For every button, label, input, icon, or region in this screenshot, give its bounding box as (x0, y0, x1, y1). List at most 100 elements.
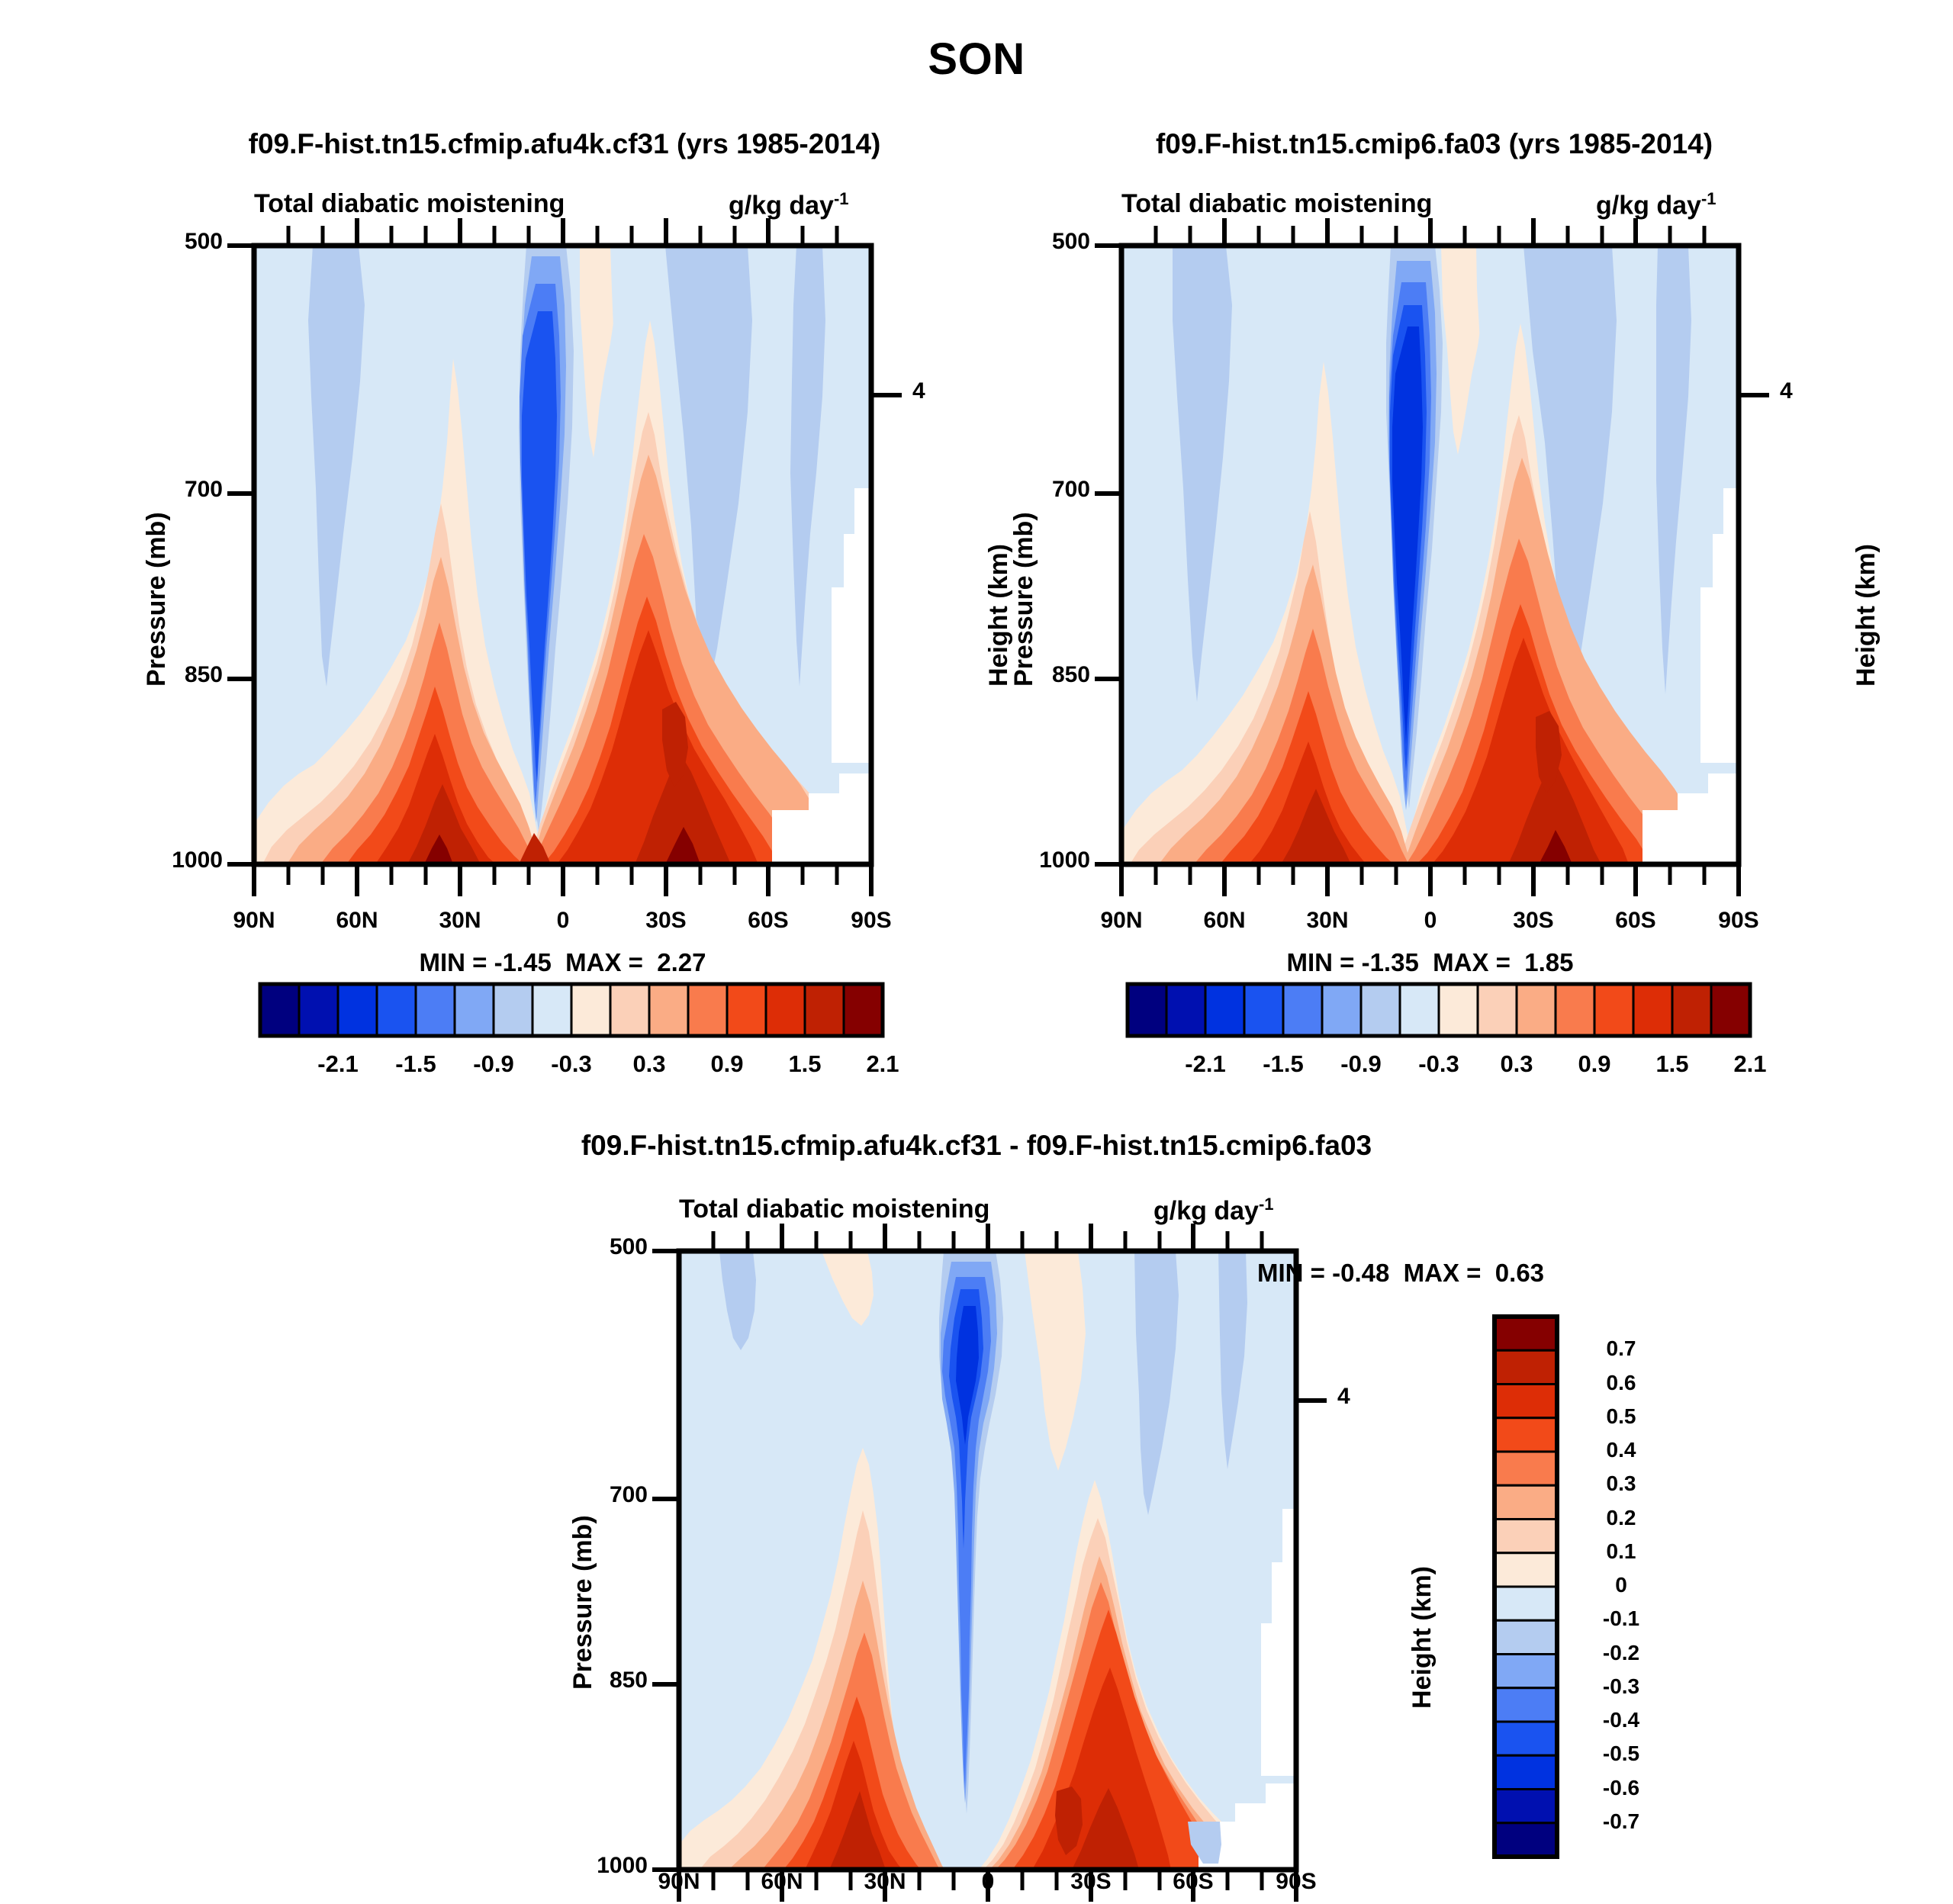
colorbar-tick-label: 0.4 (1606, 1438, 1636, 1462)
min-value-top-right: -1.35 (1361, 948, 1419, 976)
panel-title-bottom: f09.F-hist.tn15.cfmip.afu4k.cf31 - f09.F… (581, 1130, 1372, 1161)
x-tick-label-30n-top-right: 30N (1306, 908, 1349, 933)
y-tick-label-500-top-right: 500 (1051, 229, 1090, 254)
x-tick-label-30s-bottom: 30S (1070, 1869, 1112, 1894)
colorbar-cell (1493, 1552, 1559, 1588)
x-tick-label-90n-top-right: 90N (1100, 908, 1143, 933)
units-base: g/kg day (1153, 1196, 1259, 1226)
colorbar-cell (1493, 1450, 1559, 1487)
colorbar-tick-label: -0.5 (1602, 1742, 1640, 1766)
x-tick-label-60n-top-left: 60N (336, 908, 378, 933)
panel-title-top-left: f09.F-hist.tn15.cfmip.afu4k.cf31 (yrs 19… (248, 128, 881, 159)
colorbar-tick-label: -0.1 (1602, 1606, 1640, 1631)
colorbar-tick-label: 1.5 (788, 1050, 822, 1077)
colorbar-tick-label: -0.3 (1418, 1050, 1459, 1077)
panel-units-bottom: g/kg day-1 (1153, 1195, 1274, 1226)
y-tick-label-1000-top-left: 1000 (172, 847, 223, 873)
colorbar-cell (1515, 983, 1557, 1037)
colorbar-tick-label: 0 (1615, 1573, 1627, 1597)
colorbar-cell (1493, 1653, 1559, 1690)
contour-field-top-left (254, 246, 871, 864)
colorbar-cell (1476, 983, 1518, 1037)
x-tick-label-30n-bottom: 30N (864, 1869, 906, 1894)
colorbar-tick-label: -0.6 (1602, 1775, 1640, 1799)
min-value-top-left: -1.45 (494, 948, 552, 976)
colorbar-cell (1493, 1822, 1559, 1858)
colorbar-cell (1493, 1383, 1559, 1420)
x-axis-ticks-bottom (677, 1870, 1298, 1902)
max-value-top-left: 2.27 (657, 948, 706, 976)
max-prefix: MAX = (1403, 1259, 1488, 1287)
x-tick-label-30s-top-right: 30S (1513, 908, 1554, 933)
colorbar-tick-label: 0.7 (1606, 1336, 1636, 1361)
units-base: g/kg day (1596, 191, 1701, 220)
contour-field-top-right (1121, 246, 1739, 864)
x-tick-label-60n-bottom: 60N (761, 1869, 803, 1894)
max-prefix: MAX = (1433, 948, 1518, 976)
colorbar-tick-label: 0.3 (632, 1050, 666, 1077)
colorbar-tick-label: 0.3 (1500, 1050, 1533, 1077)
panel-units-top-left: g/kg day-1 (729, 189, 849, 220)
colorbar-cell (764, 983, 806, 1037)
colorbar-tick-label: 0.9 (1578, 1050, 1611, 1077)
colorbar-tick-label: 2.1 (866, 1050, 899, 1077)
y-tick-label-500-top-left: 500 (184, 229, 223, 254)
colorbar-cell (1493, 1315, 1559, 1352)
y-axis-ticks-top-left (227, 243, 254, 867)
colorbar-cell (1398, 983, 1440, 1037)
x-axis-ticks-top-right (1119, 864, 1741, 896)
y-tick-label-1000-top-right: 1000 (1039, 847, 1090, 873)
units-exponent: -1 (1258, 1195, 1274, 1214)
colorbar-vertical[interactable] (1472, 1297, 1747, 1877)
x-axis-top-ticks-bottom (711, 1224, 1264, 1251)
y-tick-label-850-top-right: 850 (1051, 662, 1090, 687)
colorbar-cell (1243, 983, 1285, 1037)
colorbar-cell (1493, 1720, 1559, 1757)
colorbar-cell (259, 983, 301, 1037)
x-tick-label-90n-bottom: 90N (658, 1869, 700, 1894)
colorbar-cell (1493, 1585, 1559, 1622)
y-tick-label-1000-bottom: 1000 (597, 1853, 648, 1878)
colorbar-horizontal-right[interactable] (867, 0, 1953, 1106)
x-tick-label-0-top-left: 0 (556, 908, 570, 933)
x-tick-label-30n-top-left: 30N (439, 908, 481, 933)
minmax-top-right: MIN = -1.35 MAX = 1.85 (1121, 948, 1739, 977)
y-tick-label-500-bottom: 500 (609, 1234, 648, 1259)
colorbar-tick-label: 0.2 (1606, 1505, 1636, 1529)
min-prefix: MIN = (1286, 948, 1362, 976)
y-axis-ticks-top-right (1095, 243, 1121, 867)
panel-varlabel-top-right: Total diabatic moistening (1121, 189, 1433, 218)
max-value-bottom: 0.63 (1495, 1259, 1545, 1287)
y-tick-label-850-bottom: 850 (609, 1668, 648, 1693)
colorbar-cell (1493, 1484, 1559, 1520)
minmax-bottom: MIN = -0.48 MAX = 0.63 (1257, 1259, 1544, 1288)
colorbar-cell (1632, 983, 1674, 1037)
x-tick-label-30s-top-left: 30S (645, 908, 687, 933)
panel-units-top-right: g/kg day-1 (1596, 189, 1717, 220)
x-tick-label-60s-top-left: 60S (748, 908, 789, 933)
colorbar-horizontal-left[interactable] (0, 0, 1068, 1106)
max-value-top-right: 1.85 (1524, 948, 1574, 976)
colorbar-cell (336, 983, 378, 1037)
contour-field-bottom (679, 1251, 1296, 1870)
colorbar-tick-label: -0.4 (1602, 1708, 1640, 1732)
colorbar-cell (531, 983, 573, 1037)
colorbar-cell (298, 983, 339, 1037)
x-tick-label-90s-top-right: 90S (1718, 908, 1759, 933)
panel-title-top-right: f09.F-hist.tn15.cmip6.fa03 (yrs 1985-201… (1155, 128, 1713, 159)
max-prefix: MAX = (565, 948, 651, 976)
plot-bottom (652, 1224, 1327, 1902)
x-axis-top-ticks-top-left (286, 218, 839, 246)
y-tick-label-850-top-left: 850 (184, 662, 223, 687)
y-right-tick-label-4-top-left: 4 (912, 378, 925, 404)
x-axis-top-ticks-top-right (1153, 218, 1707, 246)
panel-varlabel-bottom: Total diabatic moistening (679, 1195, 990, 1224)
colorbar-tick-label: -2.1 (1185, 1050, 1226, 1077)
colorbar-tick-label: 2.1 (1733, 1050, 1767, 1077)
y-tick-label-700-top-left: 700 (184, 477, 223, 502)
colorbar-tick-label: 0.3 (1606, 1471, 1636, 1496)
colorbar-cell (375, 983, 417, 1037)
figure-title: SON (928, 34, 1025, 84)
colorbar-cell (1493, 1518, 1559, 1555)
colorbar-tick-label: 1.5 (1655, 1050, 1689, 1077)
